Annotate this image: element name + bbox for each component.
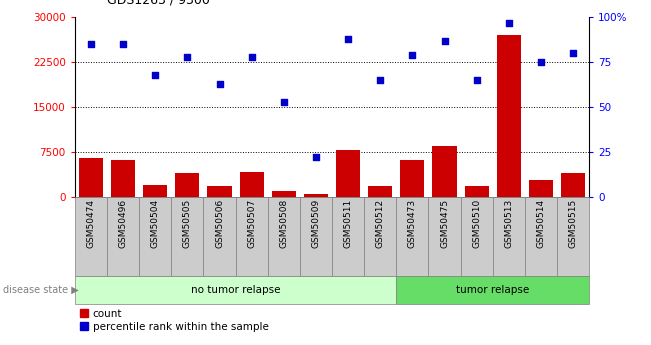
Text: GSM50511: GSM50511 [344, 199, 353, 248]
Bar [107, 197, 139, 276]
Bar [364, 197, 396, 276]
Point [471, 77, 482, 83]
Text: GSM50475: GSM50475 [440, 199, 449, 248]
Bar [171, 197, 203, 276]
Bar [143, 185, 167, 197]
Point [214, 81, 225, 86]
Bar [268, 197, 300, 276]
Bar [236, 197, 268, 276]
Text: GSM50512: GSM50512 [376, 199, 385, 248]
Bar [240, 171, 264, 197]
Point [150, 72, 160, 77]
Point [118, 41, 128, 47]
Text: no tumor relapse: no tumor relapse [191, 285, 281, 295]
Text: GSM50507: GSM50507 [247, 199, 256, 248]
Bar [368, 186, 393, 197]
Text: GSM50473: GSM50473 [408, 199, 417, 248]
Point [439, 38, 450, 43]
Text: GSM50504: GSM50504 [151, 199, 159, 248]
Bar [557, 197, 589, 276]
Text: GSM50505: GSM50505 [183, 199, 192, 248]
Text: disease state ▶: disease state ▶ [3, 285, 79, 295]
Bar [525, 197, 557, 276]
Point [86, 41, 96, 47]
Text: GSM50496: GSM50496 [118, 199, 128, 248]
Bar [461, 197, 493, 276]
Point [375, 77, 385, 83]
Text: GSM50510: GSM50510 [472, 199, 481, 248]
Bar [139, 197, 171, 276]
Bar [203, 197, 236, 276]
Bar [111, 160, 135, 197]
Bar [300, 197, 332, 276]
Text: GSM50514: GSM50514 [536, 199, 546, 248]
Point [182, 54, 193, 59]
Point [407, 52, 417, 58]
Bar [75, 276, 396, 304]
Bar [493, 197, 525, 276]
Bar [175, 173, 199, 197]
Bar [497, 35, 521, 197]
Point [568, 50, 578, 56]
Bar [332, 197, 364, 276]
Point [343, 36, 353, 41]
Point [279, 99, 289, 104]
Bar [561, 173, 585, 197]
Text: GSM50474: GSM50474 [87, 199, 96, 248]
Bar [79, 158, 103, 197]
Text: GDS1263 / 9300: GDS1263 / 9300 [107, 0, 210, 7]
Bar [396, 197, 428, 276]
Text: GSM50513: GSM50513 [505, 199, 513, 248]
Text: GSM50506: GSM50506 [215, 199, 224, 248]
Text: tumor relapse: tumor relapse [456, 285, 529, 295]
Bar [304, 194, 328, 197]
Bar [529, 180, 553, 197]
Point [536, 59, 546, 65]
Bar [271, 191, 296, 197]
Point [247, 54, 257, 59]
Bar [208, 186, 232, 197]
Legend: count, percentile rank within the sample: count, percentile rank within the sample [80, 309, 268, 332]
Text: GSM50509: GSM50509 [311, 199, 320, 248]
Text: GSM50508: GSM50508 [279, 199, 288, 248]
Text: GSM50515: GSM50515 [568, 199, 577, 248]
Bar [75, 197, 107, 276]
Bar [396, 276, 589, 304]
Point [504, 20, 514, 26]
Bar [465, 186, 489, 197]
Bar [400, 160, 424, 197]
Bar [428, 197, 461, 276]
Bar [336, 150, 360, 197]
Bar [432, 146, 456, 197]
Point [311, 155, 321, 160]
